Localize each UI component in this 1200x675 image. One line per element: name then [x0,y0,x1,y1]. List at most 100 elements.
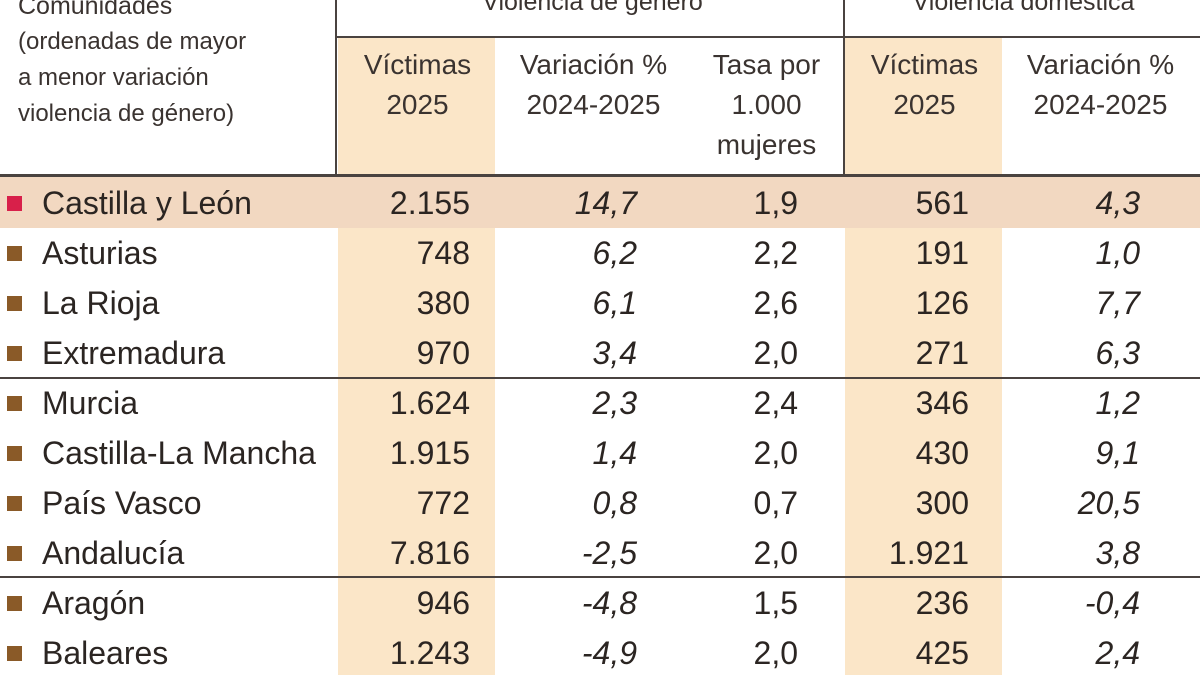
highlight-row-lead [0,177,1200,228]
cell-vg-variation: -2,5 [581,535,637,571]
cell-rate: 1,9 [753,185,798,221]
row-community-name: Baleares [42,635,169,671]
cell-rate: 2,0 [753,435,798,471]
row-marker-square [7,546,22,561]
row-community-name: Andalucía [42,535,185,571]
row-community-name: Aragón [42,585,146,621]
row-marker-square [7,646,22,661]
table-row: Extremadura 970 3,4 2,0 271 6,3 [0,328,1200,378]
group-separator-2 [0,576,1200,578]
cell-vg-variation: 14,7 [574,185,637,221]
cell-vd-victims: 346 [915,385,969,421]
row-marker-square [7,196,22,211]
column-header-line: Variación % [1026,49,1175,80]
column-header-line: Víctimas [363,49,472,80]
cell-rate: 2,6 [753,285,798,321]
column-header-vd-variation: Variación % 2024-2025 [1004,45,1197,125]
cell-vg-variation: 6,2 [592,235,637,271]
header-communities-title: Comunidades [18,0,173,20]
cell-rate: 2,2 [753,235,798,271]
cell-vg-victims: 2.155 [389,185,470,221]
column-header-line: 2025 [386,89,449,120]
cell-vg-variation: 6,1 [592,285,637,321]
row-community-name: La Rioja [42,285,160,321]
cell-vg-victims: 748 [416,235,470,271]
table-row: Aragón 946 -4,8 1,5 236 -0,4 [0,578,1200,628]
column-header-line: Víctimas [870,49,979,80]
cell-vd-victims: 561 [915,185,969,221]
group-rule-vg [337,36,843,38]
cell-vg-victims: 1.243 [389,635,470,671]
cell-vd-victims: 300 [915,485,969,521]
column-header-line: 2025 [893,89,956,120]
column-header-line: mujeres [716,129,817,160]
table-row: La Rioja 380 6,1 2,6 126 7,7 [0,278,1200,328]
row-marker-square [7,446,22,461]
cell-vd-variation: 1,2 [1095,385,1140,421]
divider-communities [335,0,337,177]
row-community-name: Castilla y León [42,185,252,221]
cell-vd-variation: 4,3 [1095,185,1140,221]
highlight-column-vd-victims [845,38,1002,675]
group-separator-1 [0,377,1200,379]
row-marker-square [7,346,22,361]
table-row: País Vasco 772 0,8 0,7 300 20,5 [0,478,1200,528]
group-title-violencia-genero: Violencia de género [482,0,703,16]
table-row: Castilla-La Mancha 1.915 1,4 2,0 430 9,1 [0,428,1200,478]
cell-rate: 1,5 [753,585,798,621]
row-marker-square [7,396,22,411]
cell-vg-victims: 946 [416,585,470,621]
cell-rate: 2,0 [753,335,798,371]
row-community-name: País Vasco [42,485,202,521]
cell-rate: 2,0 [753,635,798,671]
cell-vd-variation: 7,7 [1095,285,1140,321]
cell-vd-variation: 2,4 [1095,635,1140,671]
cell-rate: 0,7 [753,485,798,521]
header-communities-sub-3: violencia de género) [18,100,235,127]
cell-vg-victims: 380 [416,285,470,321]
row-marker-square [7,596,22,611]
row-community-name: Asturias [42,235,158,271]
cell-vg-victims: 7.816 [389,535,470,571]
cell-vg-variation: 1,4 [592,435,637,471]
row-community-name: Castilla-La Mancha [42,435,316,471]
cell-rate: 2,0 [753,535,798,571]
cell-vd-variation: 1,0 [1095,235,1140,271]
cell-vg-variation: 2,3 [592,385,637,421]
table-row: Baleares 1.243 -4,9 2,0 425 2,4 [0,628,1200,675]
group-rule-vd [845,36,1200,38]
cell-vd-victims: 271 [915,335,969,371]
cell-vd-victims: 126 [915,285,969,321]
table-row: Castilla y León 2.155 14,7 1,9 561 4,3 [0,178,1200,228]
cell-vd-variation: 3,8 [1095,535,1140,571]
column-header-line: 1.000 [731,89,802,120]
cell-vg-victims: 1.915 [389,435,470,471]
table-row: Andalucía 7.816 -2,5 2,0 1.921 3,8 [0,528,1200,578]
row-marker-square [7,496,22,511]
cell-vd-victims: 430 [915,435,969,471]
row-community-name: Extremadura [42,335,226,371]
cell-vd-victims: 236 [915,585,969,621]
cell-vg-variation: 0,8 [592,485,637,521]
header-communities: Comunidades (ordenadas de mayor a menor … [18,0,338,132]
cell-vg-victims: 1.624 [389,385,470,421]
row-marker-square [7,296,22,311]
column-header-line: 2024-2025 [1033,89,1168,120]
header-communities-sub-1: (ordenadas de mayor [18,28,247,55]
column-header-line: 2024-2025 [526,89,661,120]
highlight-column-vg-victims [338,38,495,675]
column-header-vg-variation: Variación % 2024-2025 [497,45,690,125]
header-bottom-rule [0,174,1200,177]
column-header-rate: Tasa por 1.000 mujeres [690,45,843,165]
cell-vg-variation: -4,8 [581,585,637,621]
cell-vd-victims: 425 [915,635,969,671]
table-row: Murcia 1.624 2,3 2,4 346 1,2 [0,378,1200,428]
column-header-line: Tasa por [712,49,821,80]
cell-vd-variation: 20,5 [1077,485,1140,521]
cell-vg-variation: 3,4 [592,335,637,371]
cell-vd-variation: -0,4 [1084,585,1140,621]
row-marker-square [7,246,22,261]
table-row: Asturias 748 6,2 2,2 191 1,0 [0,228,1200,278]
cell-vg-variation: -4,9 [581,635,637,671]
